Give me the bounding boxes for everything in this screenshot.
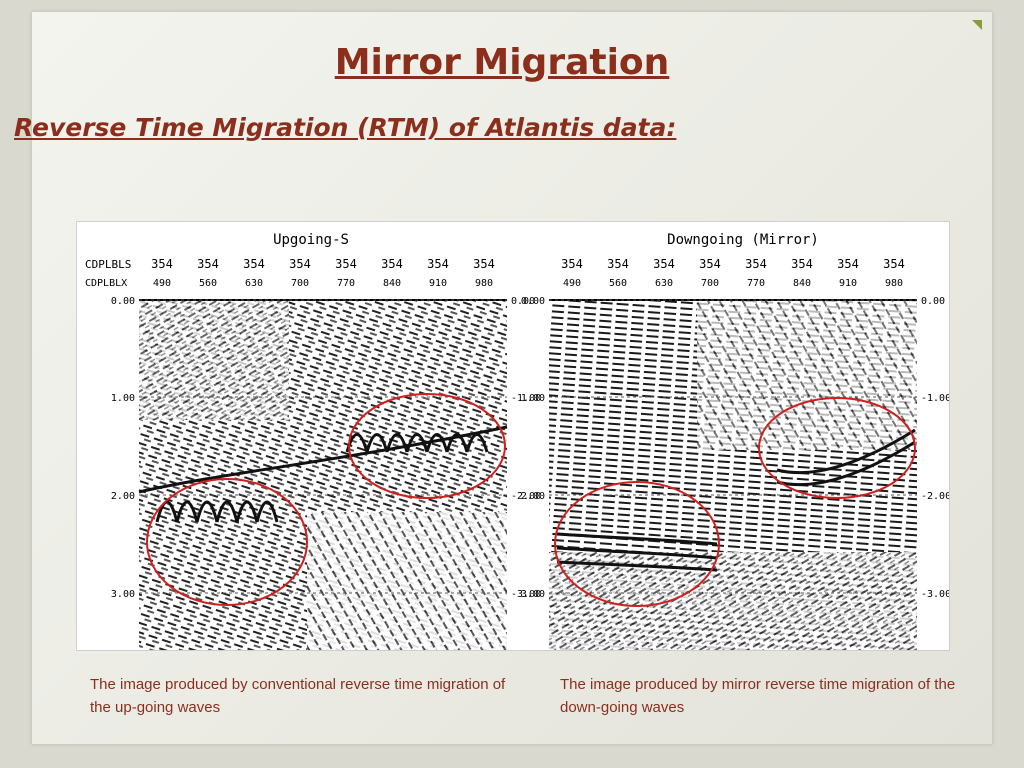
seismic-figure-svg: Upgoing-S CDPLBLS CDPLBLX 354 354 354 354 35… (85, 232, 951, 650)
upgoing-time-axis: 0.00 0.00 1.00 -1.00 2.00 -2.00 3.00 -3.00 (111, 296, 541, 600)
highlight-circle (348, 393, 506, 499)
cdplblx-value: 490 (563, 278, 581, 289)
downgoing-cdplbls-row: 354 354 354 354 354 354 354 354 (561, 257, 905, 271)
upgoing-cdplblx-row: 490 560 630 700 770 840 910 980 (153, 278, 493, 289)
downgoing-cdplblx-row: 490 560 630 700 770 840 910 980 (563, 278, 903, 289)
cdplblx-value: 770 (337, 278, 355, 289)
time-tick-label: 1.00 (111, 393, 135, 404)
time-tick-label: -1.00 (921, 393, 949, 404)
cdplbls-value: 354 (381, 257, 403, 271)
cdplbls-value: 354 (653, 257, 675, 271)
panel-downgoing: Downgoing (Mirror) 354 354 354 354 354 354 354… (521, 232, 951, 650)
panel-heading-upgoing: Upgoing-S (273, 232, 349, 248)
highlight-circle (146, 478, 308, 606)
upgoing-noise-region (139, 300, 289, 420)
cdplblx-value: 630 (655, 278, 673, 289)
cdplblx-value: 910 (429, 278, 447, 289)
upgoing-diffraction-arcs (138, 425, 508, 523)
cdplbls-value: 354 (151, 257, 173, 271)
time-tick-label: 3.00 (521, 589, 545, 600)
cdplblx-value: 840 (383, 278, 401, 289)
slide-title: Mirror Migration (334, 42, 670, 83)
cdplblx-value: 980 (885, 278, 903, 289)
cdplblx-value: 630 (245, 278, 263, 289)
time-tick-label: 0.00 (521, 296, 545, 307)
downgoing-reflectors (556, 428, 916, 572)
time-tick-label: -2.00 (921, 491, 949, 502)
time-tick-label: 2.00 (521, 491, 545, 502)
time-tick-label: 2.00 (111, 491, 135, 502)
cdplbls-value: 354 (335, 257, 357, 271)
cdplblx-value: 490 (153, 278, 171, 289)
cdplbls-value: 354 (791, 257, 813, 271)
cdplbls-value: 354 (607, 257, 629, 271)
cdplbls-value: 354 (883, 257, 905, 271)
cdplblx-value: 980 (475, 278, 493, 289)
cdplbls-label: CDPLBLS (85, 258, 131, 271)
cdplbls-value: 354 (745, 257, 767, 271)
time-tick-label: -2.00 (511, 491, 541, 502)
panel-heading-downgoing: Downgoing (Mirror) (667, 232, 819, 248)
cdplbls-value: 354 (289, 257, 311, 271)
downgoing-time-axis: 0.00 0.00 1.00 -1.00 2.00 -2.00 3.00 -3.00 (521, 296, 951, 600)
cdplblx-value: 700 (291, 278, 309, 289)
time-tick-label: 0.00 (511, 296, 535, 307)
cdplblx-value: 840 (793, 278, 811, 289)
time-tick-label: -3.00 (511, 589, 541, 600)
highlight-circle (554, 481, 720, 607)
cdplblx-value: 560 (199, 278, 217, 289)
cdplblx-value: 560 (609, 278, 627, 289)
time-tick-label: -3.00 (921, 589, 949, 600)
cdplbls-value: 354 (243, 257, 265, 271)
cdplbls-value: 354 (427, 257, 449, 271)
downgoing-noise-region-lower (549, 552, 917, 650)
seismic-figure: Upgoing-S CDPLBLS CDPLBLX 354 354 354 354 35… (76, 221, 951, 651)
corner-decoration (972, 20, 982, 30)
cdplblx-value: 700 (701, 278, 719, 289)
upgoing-noise-region-lower (307, 512, 507, 650)
time-tick-label: 3.00 (111, 589, 135, 600)
cdplbls-value: 354 (197, 257, 219, 271)
upgoing-cdplbls-row: 354 354 354 354 354 354 354 354 (151, 257, 495, 271)
caption-downgoing: The image produced by mirror reverse tim… (560, 676, 956, 716)
cdplbls-value: 354 (699, 257, 721, 271)
time-tick-label: 0.00 (111, 296, 135, 307)
cdplbls-value: 354 (473, 257, 495, 271)
panel-upgoing: Upgoing-S CDPLBLS CDPLBLX 354 354 354 354 35… (85, 232, 541, 650)
caption-upgoing: The image produced by conventional rever… (90, 676, 506, 716)
cdplbls-value: 354 (561, 257, 583, 271)
time-tick-label: 1.00 (521, 393, 545, 404)
cdplblx-value: 910 (839, 278, 857, 289)
downgoing-noise-region (697, 300, 917, 450)
time-tick-label: -1.00 (511, 393, 541, 404)
cdplbls-value: 354 (837, 257, 859, 271)
highlight-circle (758, 397, 916, 499)
cdplblx-label: CDPLBLX (85, 278, 127, 289)
time-tick-label: 0.00 (921, 296, 945, 307)
slide-subtitle: Reverse Time Migration (RTM) of Atlantis… (14, 113, 677, 142)
cdplblx-value: 770 (747, 278, 765, 289)
